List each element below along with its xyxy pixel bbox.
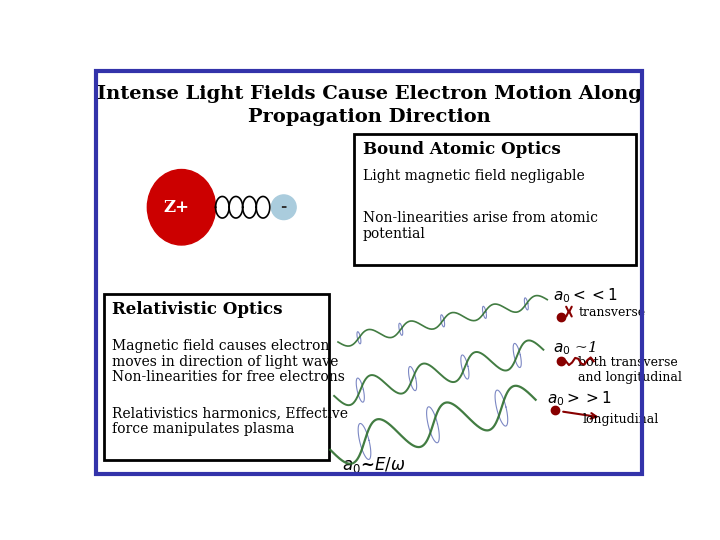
Text: Relativistic Optics: Relativistic Optics xyxy=(112,301,282,318)
Text: Z+: Z+ xyxy=(164,199,190,216)
Text: Propagation Direction: Propagation Direction xyxy=(248,108,490,126)
Text: Non-linearities for free electrons: Non-linearities for free electrons xyxy=(112,370,345,384)
Text: Relativistics harmonics, Effective
force manipulates plasma: Relativistics harmonics, Effective force… xyxy=(112,406,348,436)
Bar xyxy=(354,134,636,265)
Text: Bound Atomic Optics: Bound Atomic Optics xyxy=(363,141,561,158)
Text: -: - xyxy=(281,200,287,214)
Text: $a_0 >> 1$: $a_0 >> 1$ xyxy=(547,389,611,408)
Text: both transverse
and longitudinal: both transverse and longitudinal xyxy=(578,356,682,384)
Text: $a_0 << 1$: $a_0 << 1$ xyxy=(554,286,618,305)
Text: Non-linearities arise from atomic
potential: Non-linearities arise from atomic potent… xyxy=(363,211,598,241)
Text: transverse: transverse xyxy=(578,306,645,319)
Bar xyxy=(104,294,329,460)
Ellipse shape xyxy=(148,170,215,245)
Text: longitudinal: longitudinal xyxy=(582,413,658,426)
Text: Magnetic field causes electron
moves in direction of light wave: Magnetic field causes electron moves in … xyxy=(112,339,338,369)
Text: Intense Light Fields Cause Electron Motion Along: Intense Light Fields Cause Electron Moti… xyxy=(96,85,642,103)
Text: Light magnetic field negligable: Light magnetic field negligable xyxy=(363,170,585,184)
Text: $a_0$ ~1: $a_0$ ~1 xyxy=(554,339,596,357)
Ellipse shape xyxy=(271,195,296,220)
Text: $a_0$~$E/\omega$: $a_0$~$E/\omega$ xyxy=(342,455,405,475)
